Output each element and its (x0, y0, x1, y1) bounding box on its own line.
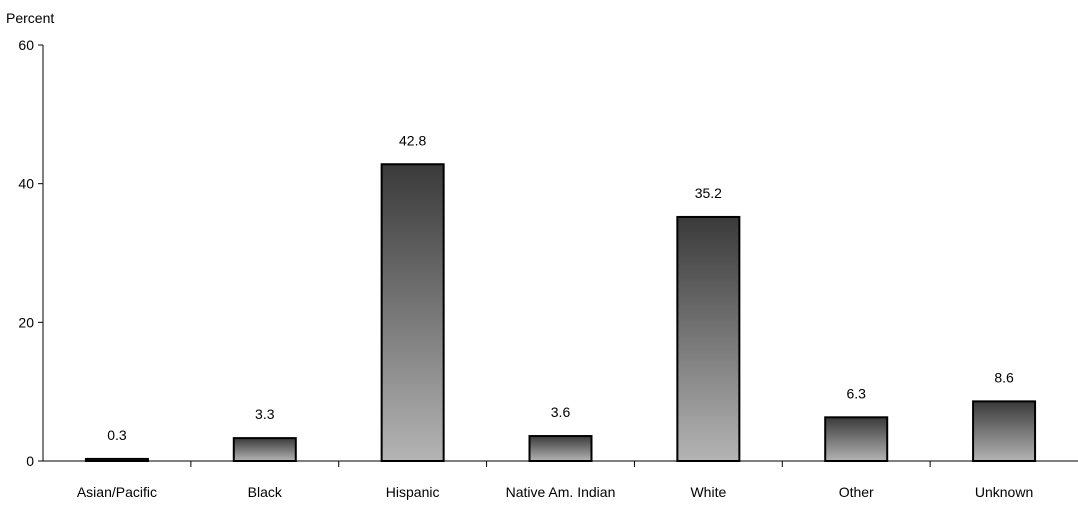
x-tick-label: Native Am. Indian (506, 484, 616, 500)
y-axis-label: Percent (6, 10, 54, 26)
bar (84, 457, 149, 463)
bar (676, 215, 741, 462)
data-label: 42.8 (399, 132, 426, 148)
y-axis: 0 20 40 60 (18, 37, 44, 469)
bars (84, 163, 1037, 463)
data-label: 3.3 (255, 406, 275, 422)
x-tick-label: Unknown (975, 484, 1033, 500)
x-tick-label: Black (248, 484, 283, 500)
y-tick-label: 0 (26, 453, 34, 469)
y-tick-label: 40 (18, 176, 34, 192)
bar (380, 163, 445, 462)
x-tick-label: Hispanic (386, 484, 440, 500)
bar (824, 416, 889, 463)
data-labels: 0.3 3.3 42.8 3.6 35.2 6.3 8.6 (107, 132, 1014, 443)
bar (232, 437, 297, 462)
y-tick-label: 20 (18, 314, 34, 330)
y-tick-label: 60 (18, 37, 34, 53)
bar (528, 435, 593, 463)
x-tick-label: Other (839, 484, 874, 500)
bar (972, 400, 1037, 462)
data-label: 0.3 (107, 427, 127, 443)
x-tick-label: Asian/Pacific (77, 484, 157, 500)
data-label: 6.3 (846, 385, 866, 401)
data-label: 8.6 (994, 369, 1014, 385)
x-tick-label: White (690, 484, 726, 500)
data-label: 3.6 (551, 404, 571, 420)
category-labels: Asian/Pacific Black Hispanic Native Am. Ind… (77, 484, 1033, 500)
data-label: 35.2 (695, 185, 722, 201)
